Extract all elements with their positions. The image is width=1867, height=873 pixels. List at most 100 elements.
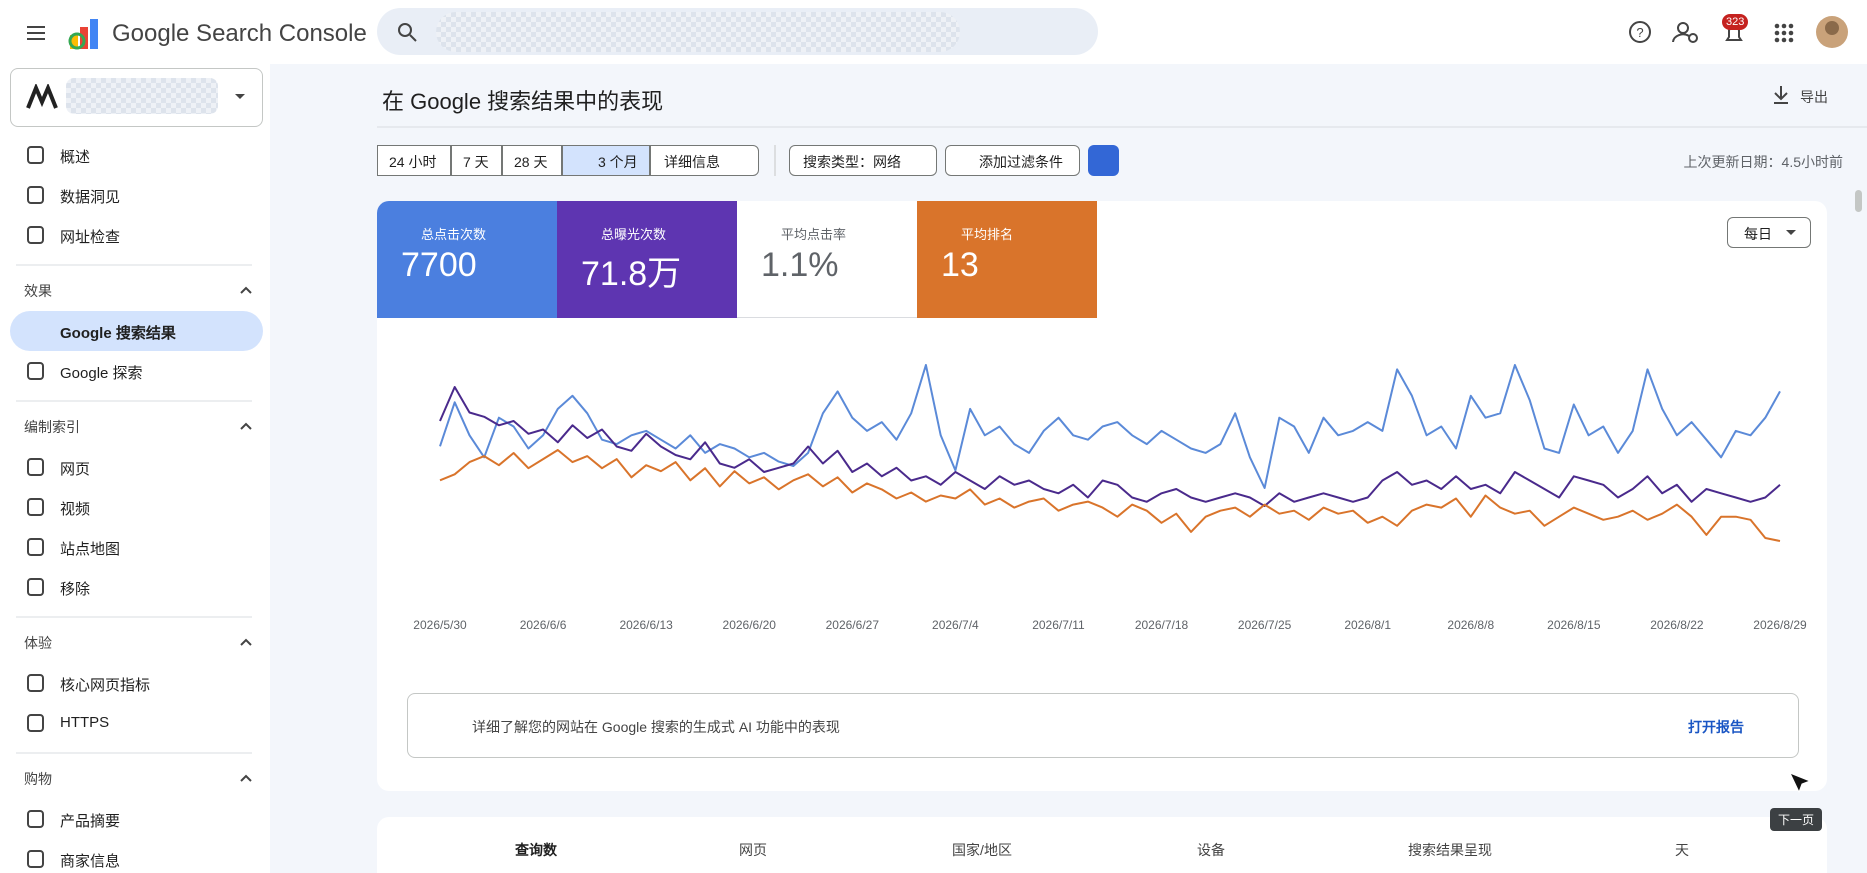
- nav-item[interactable]: 商家信息: [60, 853, 121, 870]
- add-filter-label[interactable]: 添加过滤条件: [979, 154, 1063, 170]
- metric-card[interactable]: [377, 201, 557, 318]
- sidebar: [0, 0, 270, 873]
- nav-icon: [27, 226, 44, 244]
- metric-label: 平均点击率: [781, 227, 847, 242]
- export-icon: [1774, 86, 1788, 104]
- section-title[interactable]: 体验: [24, 635, 52, 651]
- nav-icon: [27, 362, 44, 380]
- collapse-icon: [240, 638, 252, 646]
- section-title[interactable]: 效果: [24, 283, 52, 299]
- date-chip[interactable]: [377, 145, 451, 176]
- tab[interactable]: 网页: [739, 842, 767, 858]
- redacted-property: [66, 78, 218, 114]
- nav-item[interactable]: 核心网页指标: [60, 677, 151, 694]
- metric-label: 平均排名: [961, 227, 1014, 242]
- section-title[interactable]: 购物: [24, 771, 52, 787]
- tab[interactable]: 国家/地区: [952, 842, 1012, 858]
- x-tick-label: 2026/7/4: [932, 618, 979, 632]
- nav-item[interactable]: 移除: [60, 581, 91, 598]
- metric-card[interactable]: [737, 201, 917, 318]
- cursor: [1789, 772, 1812, 794]
- notification-badge: 323: [1722, 14, 1749, 30]
- search-type-label[interactable]: 搜索类型：网络: [803, 154, 901, 170]
- metric-value: 1.1%: [761, 246, 839, 284]
- nav-item[interactable]: Google 搜索结果: [60, 325, 176, 342]
- x-tick-label: 2026/8/1: [1344, 618, 1391, 632]
- nav-icon: [27, 538, 44, 556]
- nav-item[interactable]: 网址检查: [60, 229, 121, 246]
- x-tick-label: 2026/6/6: [520, 618, 567, 632]
- x-tick-label: 2026/7/11: [1032, 618, 1085, 632]
- nav-item[interactable]: 概述: [60, 149, 91, 166]
- x-tick-label: 2026/8/29: [1753, 618, 1807, 632]
- date-chip-label[interactable]: 3 个月: [598, 154, 638, 170]
- x-tick-label: 2026/8/8: [1447, 618, 1494, 632]
- date-chip[interactable]: [451, 145, 502, 176]
- x-tick-label: 2026/6/20: [723, 618, 777, 632]
- banner-action[interactable]: 打开报告: [1688, 719, 1744, 735]
- tab[interactable]: 搜索结果呈现: [1408, 842, 1492, 858]
- last-updated: 上次更新日期：4.5小时前: [1683, 154, 1843, 170]
- date-chip[interactable]: [562, 145, 650, 176]
- nav-icon: [27, 578, 44, 596]
- logo: [68, 19, 98, 50]
- nav-item[interactable]: 产品摘要: [60, 813, 121, 830]
- tab[interactable]: 天: [1675, 842, 1689, 858]
- info-banner: [407, 693, 1799, 758]
- tooltip: 下一页: [1770, 808, 1823, 831]
- search-icon: [398, 23, 417, 42]
- series-line: [439, 364, 1781, 489]
- x-tick-label: 2026/8/22: [1650, 618, 1704, 632]
- nav-item[interactable]: 站点地图: [60, 541, 121, 558]
- nav-active-bg: [10, 311, 263, 351]
- tab[interactable]: 查询数: [515, 842, 557, 858]
- menu-icon[interactable]: [24, 21, 48, 45]
- x-tick-label: 2026/7/18: [1135, 618, 1189, 632]
- nav-icon: [27, 458, 44, 476]
- dropdown-arrow: [235, 94, 245, 99]
- series-line: [439, 386, 1781, 507]
- table-card: [377, 817, 1827, 873]
- collapse-icon: [240, 774, 252, 782]
- metric-card[interactable]: [557, 201, 737, 318]
- series-line: [439, 449, 1781, 542]
- nav-icon: [27, 186, 44, 204]
- add-filter[interactable]: [945, 145, 1080, 176]
- date-chip[interactable]: [502, 145, 562, 176]
- metric-card[interactable]: [917, 201, 1097, 318]
- nav-icon: [27, 674, 44, 692]
- metric-label: 总点击次数: [421, 227, 487, 242]
- interval-label[interactable]: 每日: [1744, 226, 1772, 242]
- collapse-icon: [240, 286, 252, 294]
- nav-item[interactable]: 数据洞见: [60, 189, 121, 206]
- nav-item[interactable]: Google 探索: [60, 365, 143, 382]
- tab[interactable]: 设备: [1197, 842, 1225, 858]
- filter-button[interactable]: [1088, 145, 1119, 176]
- more-dates[interactable]: [650, 145, 759, 176]
- top-icons: ?: [1629, 16, 1848, 48]
- nav-icon: [27, 498, 44, 516]
- metric-value: 13: [941, 246, 979, 284]
- export-button[interactable]: 导出: [1800, 89, 1828, 105]
- date-chip-label[interactable]: 24 小时: [389, 154, 437, 170]
- nav-icon: [27, 850, 44, 868]
- section-title[interactable]: 编制索引: [24, 419, 80, 435]
- x-tick-label: 2026/7/25: [1238, 618, 1292, 632]
- property-logo: [26, 84, 58, 109]
- date-chip-label[interactable]: 28 天: [514, 154, 548, 170]
- search-type[interactable]: [789, 145, 937, 176]
- scrollbar-thumb[interactable]: [1855, 190, 1862, 212]
- nav-item[interactable]: HTTPS: [60, 714, 110, 731]
- page-title: 在 Google 搜索结果中的表现: [382, 89, 664, 114]
- x-tick-label: 2026/5/30: [413, 618, 467, 632]
- nav-item[interactable]: 视频: [60, 501, 91, 518]
- dropdown-arrow: [1786, 230, 1796, 235]
- banner-text: 详细了解您的网站在 Google 搜索的生成式 AI 功能中的表现: [472, 719, 840, 735]
- more-dates-label[interactable]: 详细信息: [664, 154, 720, 170]
- nav-item[interactable]: 网页: [60, 461, 91, 478]
- x-tick-label: 2026/6/13: [619, 618, 673, 632]
- date-chip-label[interactable]: 7 天: [463, 154, 489, 170]
- interval-select[interactable]: [1727, 217, 1811, 248]
